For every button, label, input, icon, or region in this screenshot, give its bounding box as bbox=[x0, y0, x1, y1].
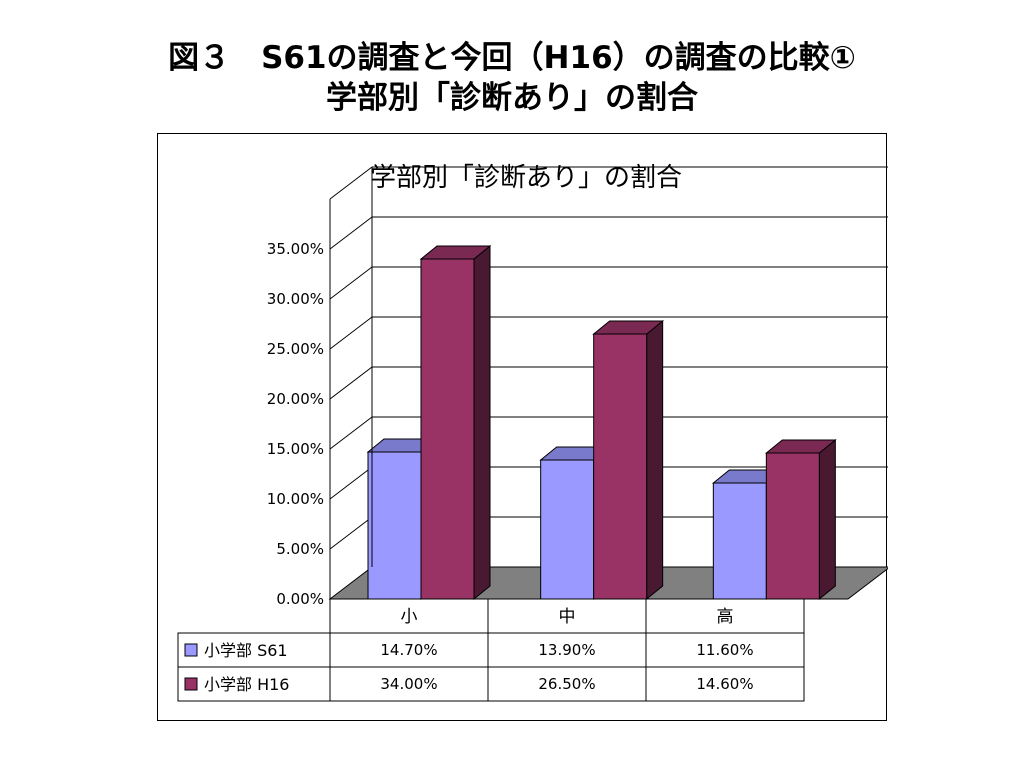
bar-side bbox=[646, 319, 664, 601]
chart-frame: 学部別「診断あり」の割合 0.00% 5.00% 10.00% 15.00% 20.00… bbox=[157, 133, 888, 721]
bar bbox=[765, 452, 820, 600]
chart-title: 学部別「診断あり」の割合 bbox=[370, 163, 682, 193]
bar bbox=[712, 482, 767, 600]
bar bbox=[367, 451, 422, 600]
bar-side bbox=[818, 438, 836, 601]
legend-swatch bbox=[184, 677, 198, 691]
slide-title-line-2: 学部別「診断あり」の割合 bbox=[326, 80, 698, 116]
data-label: 14.60% bbox=[696, 675, 753, 693]
slide-title: 図３ S61の調査と今回（H16）の調査の比較① 学部別「診断あり」の割合 bbox=[0, 38, 1024, 118]
y-tick-label: 25.00% bbox=[267, 340, 324, 358]
slide-title-line-1: 図３ S61の調査と今回（H16）の調査の比較① bbox=[168, 40, 856, 76]
y-tick-label: 0.00% bbox=[276, 590, 324, 608]
data-label: 34.00% bbox=[380, 675, 437, 693]
bars bbox=[366, 244, 837, 601]
gridline-side bbox=[329, 216, 373, 250]
chart-svg: 学部別「診断あり」の割合 0.00% 5.00% 10.00% 15.00% 20.00… bbox=[177, 163, 888, 702]
data-label: 13.90% bbox=[538, 641, 595, 659]
y-tick-label: 10.00% bbox=[267, 490, 324, 508]
gridline-side bbox=[329, 266, 373, 300]
gridline-side bbox=[329, 416, 373, 450]
bar bbox=[420, 258, 475, 600]
y-tick-label: 5.00% bbox=[276, 540, 324, 558]
legend-label: 小学部 H16 bbox=[204, 675, 289, 694]
data-label: 11.60% bbox=[696, 641, 753, 659]
legend-swatch bbox=[184, 643, 198, 657]
y-tick-label: 35.00% bbox=[267, 240, 324, 258]
data-label: 14.70% bbox=[380, 641, 437, 659]
gridline-side bbox=[329, 366, 373, 400]
bar bbox=[540, 459, 595, 600]
y-tick-label: 20.00% bbox=[267, 390, 324, 408]
y-tick-label: 30.00% bbox=[267, 290, 324, 308]
gridline-side bbox=[329, 166, 373, 200]
bar bbox=[593, 333, 648, 600]
category-label: 小 bbox=[401, 607, 418, 627]
gridline-side bbox=[329, 316, 373, 350]
legend-label: 小学部 S61 bbox=[204, 641, 288, 660]
gridline-side bbox=[329, 516, 373, 550]
category-label: 中 bbox=[559, 607, 576, 627]
y-tick-label: 15.00% bbox=[267, 440, 324, 458]
gridline-side bbox=[329, 466, 373, 500]
data-label: 26.50% bbox=[538, 675, 595, 693]
bar-side bbox=[473, 244, 491, 601]
category-label: 高 bbox=[717, 607, 734, 627]
y-axis: 0.00% 5.00% 10.00% 15.00% 20.00% 25.00% 30.00%… bbox=[267, 167, 373, 608]
